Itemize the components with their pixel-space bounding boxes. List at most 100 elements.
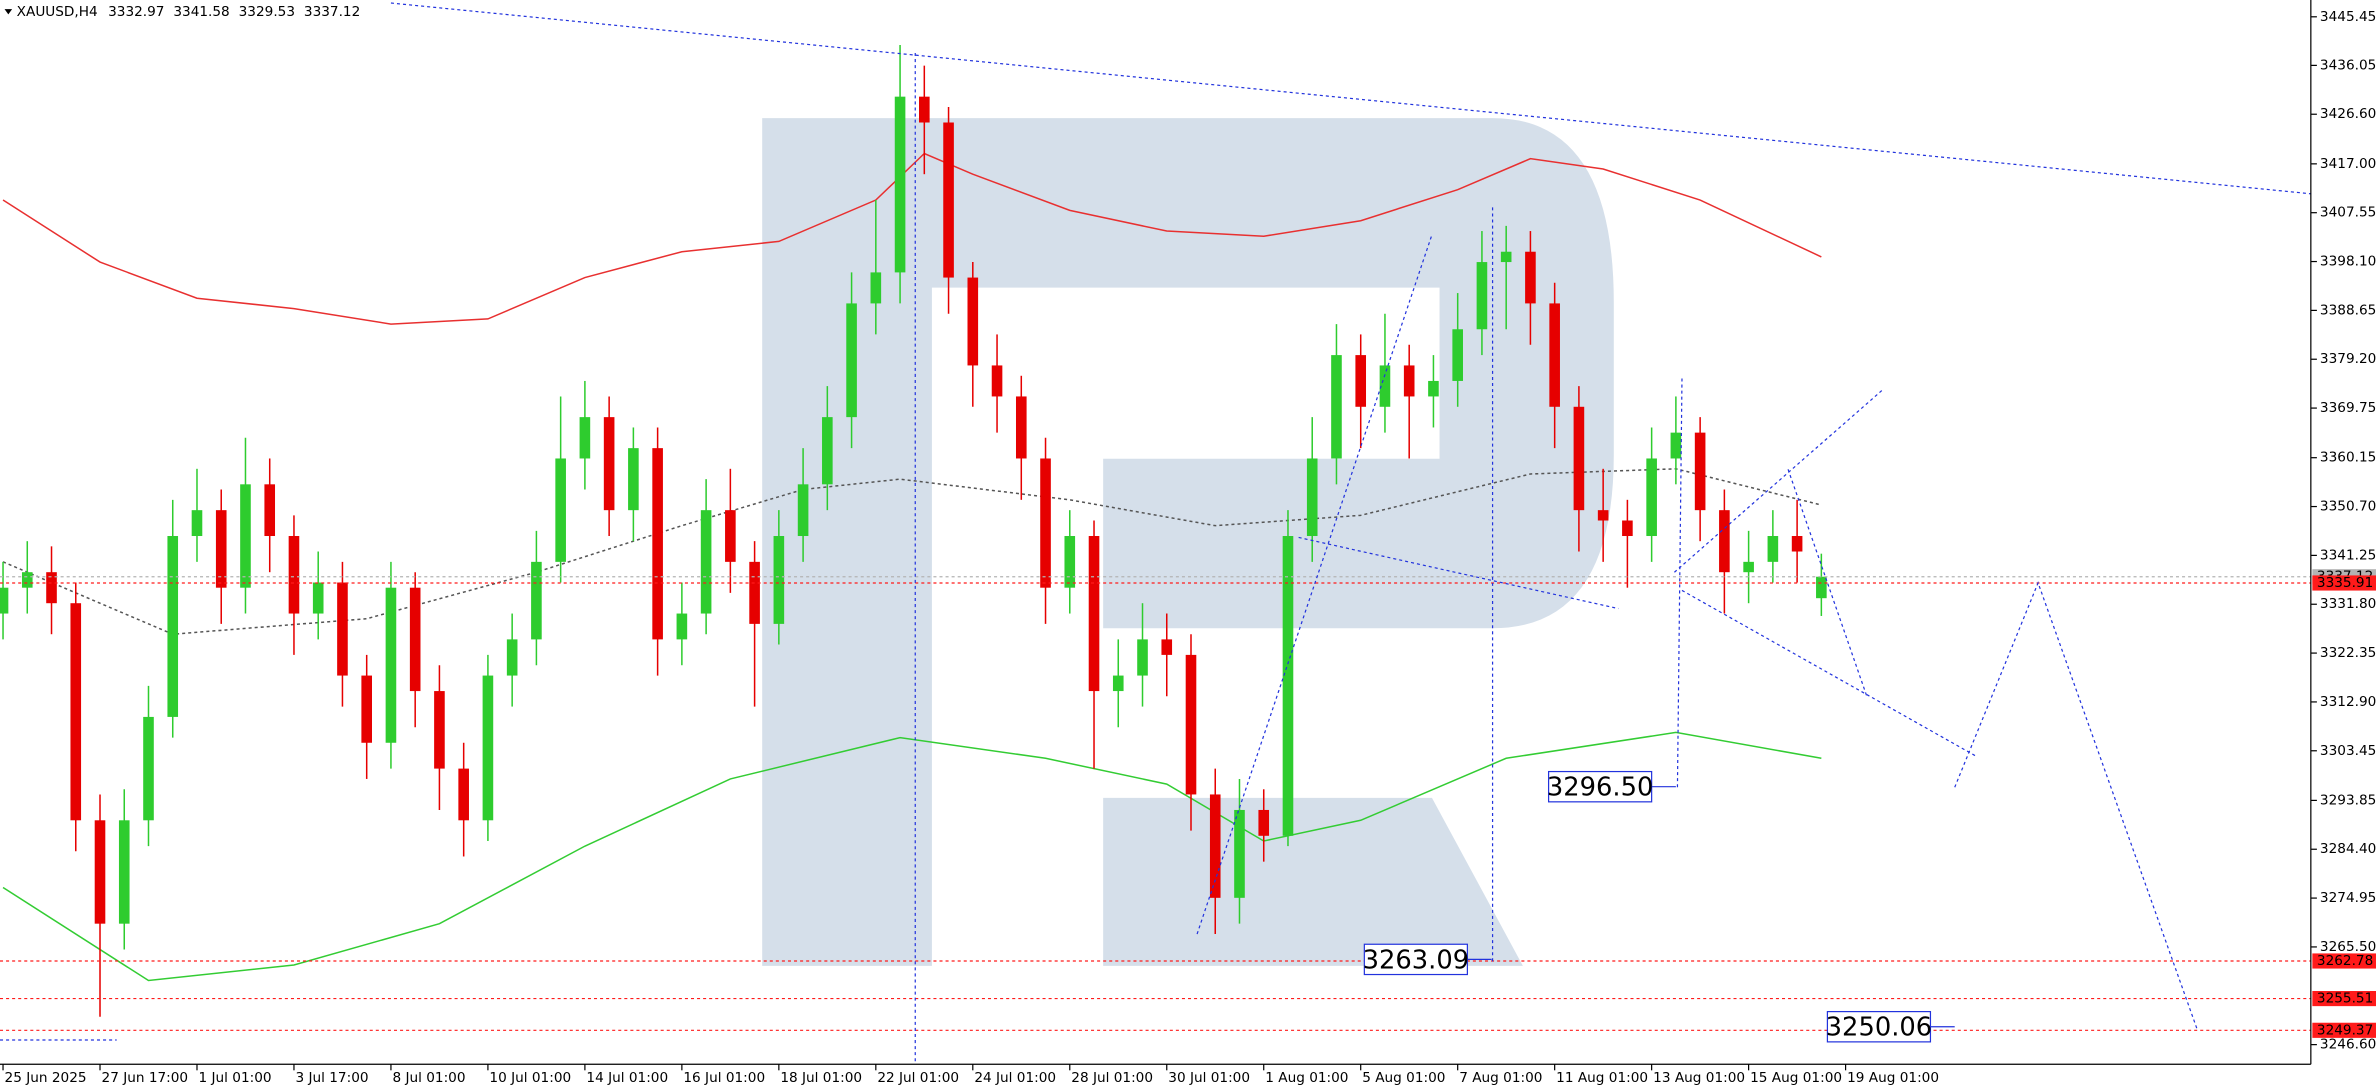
x-tick-label: 22 Jul 01:00 [877, 1070, 959, 1086]
forecast-line [1676, 378, 1683, 788]
annotation-box [1547, 770, 1653, 803]
price-level-label: 3262.78 [2317, 953, 2373, 969]
candle-body [312, 582, 324, 614]
x-tick-label: 10 Jul 01:00 [489, 1070, 571, 1086]
header-high: 3341.58 [173, 4, 229, 20]
x-tick-label: 18 Jul 01:00 [780, 1070, 862, 1086]
x-tick-label: 30 Jul 01:00 [1168, 1070, 1250, 1086]
candle-body [506, 639, 518, 676]
candle-body [531, 561, 542, 640]
trend-line [390, 2, 2311, 195]
y-tick-label: 3322.35 [2320, 645, 2376, 661]
candle-body [1209, 794, 1221, 898]
header-low: 3329.53 [239, 4, 295, 20]
candle-body [991, 365, 1003, 397]
candle-body [434, 691, 445, 769]
y-tick-label: 3379.20 [2320, 351, 2376, 367]
candle-body [1137, 639, 1148, 676]
header-close: 3337.12 [304, 4, 360, 20]
y-tick-label: 3417.00 [2320, 156, 2376, 172]
candle-body [118, 820, 130, 924]
candle-body [1015, 396, 1027, 459]
candle-body [1694, 432, 1706, 511]
price-level-box [2312, 990, 2376, 1007]
x-tick-label: 25 Jun 2025 [5, 1070, 87, 1086]
y-tick-label: 3293.85 [2320, 792, 2376, 808]
price-axis-panel [2310, 0, 2376, 1090]
forecast-line [1681, 589, 1978, 758]
candle-body [1719, 510, 1730, 573]
candle-body [482, 675, 494, 821]
x-tick-label: 8 Jul 01:00 [392, 1070, 465, 1086]
candle-body [894, 96, 906, 273]
candle-body [943, 122, 954, 278]
candle-body [21, 572, 33, 588]
candle-body [773, 536, 785, 624]
candle-body [1525, 251, 1536, 304]
candle-body [1355, 355, 1367, 407]
candle-body [288, 536, 300, 614]
forecast-line [1196, 234, 1433, 935]
price-level-label: 3255.51 [2317, 991, 2373, 1007]
y-tick-label: 3246.60 [2320, 1037, 2376, 1053]
moving-average [2, 731, 1822, 982]
price-level-label: 3249.37 [2317, 1022, 2373, 1038]
candle-body [46, 572, 57, 604]
moving-average [2, 468, 1822, 635]
x-tick-label: 1 Jul 01:00 [198, 1070, 271, 1086]
candle-body [1331, 355, 1342, 459]
candle-body [1791, 536, 1803, 552]
y-tick-label: 3274.95 [2320, 890, 2376, 906]
annotations: 3296.50 3263.09 3250.06 [1363, 770, 1955, 1043]
watermark-r [762, 118, 1614, 966]
candle-body [603, 417, 615, 511]
y-tick-label: 3265.50 [2320, 939, 2376, 955]
x-tick-label: 14 Jul 01:00 [586, 1070, 668, 1086]
dropdown-icon[interactable] [4, 9, 13, 15]
price-level-box [2312, 953, 2376, 969]
candle-body [1670, 432, 1682, 459]
candle-body [1234, 809, 1245, 898]
price-level-box [2312, 575, 2376, 591]
candle-body [1403, 365, 1415, 397]
candle-body [240, 484, 251, 588]
annotation-label: 3250.06 [1826, 1013, 1932, 1043]
candle-body [70, 603, 82, 821]
candle-body [409, 587, 421, 692]
y-tick-label: 3445.45 [2320, 9, 2376, 25]
header-open: 3332.97 [108, 4, 164, 20]
candle-body [1064, 536, 1076, 588]
x-tick-label: 1 Aug 01:00 [1265, 1070, 1348, 1086]
candle-body [215, 510, 227, 588]
candle-body [1112, 675, 1124, 692]
y-tick-label: 3360.15 [2320, 450, 2376, 466]
annotation-label: 3296.50 [1547, 773, 1653, 803]
price-level-label: 3335.91 [2317, 575, 2373, 591]
x-tick-label: 16 Jul 01:00 [683, 1070, 765, 1086]
candle-body [1743, 561, 1754, 573]
candle-body [1452, 329, 1463, 381]
plot-area [0, 44, 2311, 1031]
candle-body [1088, 536, 1100, 692]
time-axis-panel [0, 1064, 2376, 1090]
y-tick-label: 3303.45 [2320, 743, 2376, 759]
forecast-line [1787, 469, 1868, 697]
candle-body [1306, 458, 1318, 537]
candle-body [143, 716, 154, 821]
axes: 3445.45 3436.05 3426.60 3417.00 3407.55 3398.… [2, 9, 2376, 1086]
annotation-box [1363, 943, 1468, 976]
forecast-path [1954, 581, 2198, 1030]
candle-body [1646, 458, 1657, 537]
candle-body [919, 96, 930, 123]
x-tick-label: 24 Jul 01:00 [974, 1070, 1056, 1086]
forecast-line [1674, 388, 1884, 573]
candle-body [1161, 639, 1173, 655]
candle-body [361, 675, 372, 743]
y-tick-label: 3369.75 [2320, 400, 2376, 416]
candle-body [967, 277, 979, 366]
candle-body [167, 536, 179, 717]
candle-body [1573, 406, 1585, 511]
candle-body [385, 587, 397, 743]
candle-body [1476, 262, 1488, 330]
